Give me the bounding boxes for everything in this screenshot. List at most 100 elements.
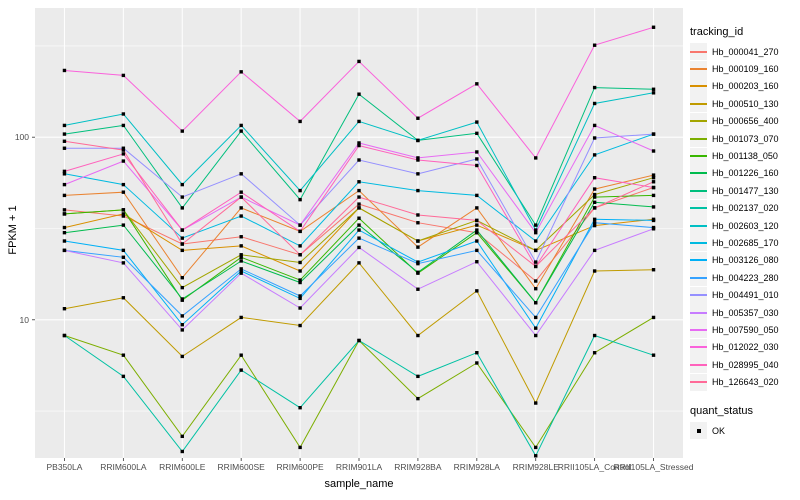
data-point: [475, 260, 479, 264]
data-point: [475, 223, 479, 227]
data-point: [239, 368, 243, 372]
legend-item-label: Hb_000203_160: [712, 81, 779, 92]
legend-item-label: Hb_004491_010: [712, 290, 779, 301]
legend-title-tracking-id: tracking_id: [690, 26, 744, 38]
legend-item-Hb_001477_130: Hb_001477_130: [690, 182, 798, 200]
data-point: [121, 353, 126, 357]
data-point: [62, 193, 67, 198]
data-point: [62, 208, 67, 212]
data-point: [534, 279, 538, 283]
black-square-marker-icon: [696, 428, 701, 433]
data-point: [121, 123, 126, 128]
data-point: [121, 190, 126, 194]
legend-item-Hb_000656_400: Hb_000656_400: [690, 112, 798, 130]
data-point: [121, 146, 126, 150]
data-point: [416, 221, 420, 225]
data-point: [475, 228, 479, 232]
legend-item-label: Hb_002137_020: [712, 203, 779, 214]
data-point: [357, 228, 361, 232]
data-point: [416, 116, 420, 120]
legend-item-label: Hb_028995_040: [712, 359, 779, 370]
legend-line-icon: [690, 346, 707, 349]
legend-key-swatch: [690, 321, 707, 339]
legend-key-swatch: [690, 130, 707, 148]
data-point: [62, 333, 67, 338]
x-tick-label: RRIM600SE: [218, 462, 266, 472]
data-point: [534, 264, 538, 269]
data-point: [475, 230, 479, 235]
data-point: [592, 221, 597, 225]
data-point: [651, 91, 656, 95]
data-point: [239, 259, 243, 263]
legend-line-icon: [690, 207, 707, 210]
legend-line-icon: [690, 68, 707, 71]
legend-key-swatch: [690, 43, 707, 61]
legend-item-Hb_001138_050: Hb_001138_050: [690, 147, 798, 165]
data-point: [180, 314, 184, 318]
legend-item-Hb_004491_010: Hb_004491_010: [690, 286, 798, 304]
data-point: [651, 353, 656, 357]
data-point: [180, 449, 184, 454]
data-point: [651, 173, 656, 177]
data-point: [298, 278, 302, 282]
legend-item-quant-ok: OK: [690, 422, 798, 439]
data-point: [62, 172, 67, 176]
data-point: [592, 333, 597, 338]
data-point: [534, 286, 538, 291]
legend-line-icon: [690, 224, 707, 227]
data-point: [534, 223, 538, 227]
data-point: [651, 185, 656, 190]
data-point: [534, 333, 538, 338]
legend-item-label: Hb_000510_130: [712, 98, 779, 109]
data-point: [180, 354, 184, 359]
legend-line-icon: [690, 102, 707, 105]
data-point: [416, 287, 420, 291]
legend-item-Hb_004223_280: Hb_004223_280: [690, 269, 798, 287]
data-point: [592, 195, 597, 199]
legend-item-Hb_028995_040: Hb_028995_040: [690, 356, 798, 374]
data-point: [357, 245, 361, 250]
legend-item-Hb_002137_020: Hb_002137_020: [690, 199, 798, 217]
data-point: [121, 152, 126, 156]
data-point: [534, 454, 538, 458]
data-point: [534, 248, 538, 253]
legend-key-swatch: [690, 164, 707, 182]
data-point: [298, 280, 302, 285]
legend-line-icon: [690, 155, 707, 158]
x-tick-label: RRIM928LA: [454, 462, 501, 472]
data-point: [357, 216, 361, 220]
data-point: [62, 212, 67, 216]
legend-line-icon: [690, 172, 707, 175]
data-point: [592, 217, 597, 222]
data-point: [357, 143, 361, 148]
data-point: [475, 120, 479, 124]
legend-item-label: Hb_126643_020: [712, 377, 779, 388]
legend-item-Hb_000109_160: Hb_000109_160: [690, 60, 798, 78]
x-tick-label: RRIM928LE: [513, 462, 560, 472]
legend-item-label: Hb_001477_130: [712, 185, 779, 196]
data-point: [592, 176, 597, 180]
data-point: [180, 236, 184, 240]
data-point: [298, 296, 302, 301]
data-point: [180, 434, 184, 439]
data-point: [592, 85, 597, 90]
data-point: [180, 242, 184, 246]
legend-item-Hb_002603_120: Hb_002603_120: [690, 217, 798, 235]
legend-line-icon: [690, 311, 707, 314]
data-point: [475, 206, 479, 210]
legend-item-Hb_003126_080: Hb_003126_080: [690, 251, 798, 269]
legend-line-icon: [690, 328, 707, 331]
legend-item-Hb_126643_020: Hb_126643_020: [690, 373, 798, 391]
data-point: [62, 225, 67, 230]
legend-line-icon: [690, 259, 707, 262]
legend-item-label: OK: [712, 425, 726, 436]
legend-item-label: Hb_000109_160: [712, 64, 779, 75]
data-point: [121, 112, 126, 116]
data-point: [180, 328, 184, 332]
data-point: [357, 223, 361, 227]
data-point: [239, 235, 243, 239]
data-point: [534, 239, 538, 243]
data-point: [121, 248, 126, 253]
data-point: [592, 153, 597, 157]
data-point: [239, 70, 243, 74]
